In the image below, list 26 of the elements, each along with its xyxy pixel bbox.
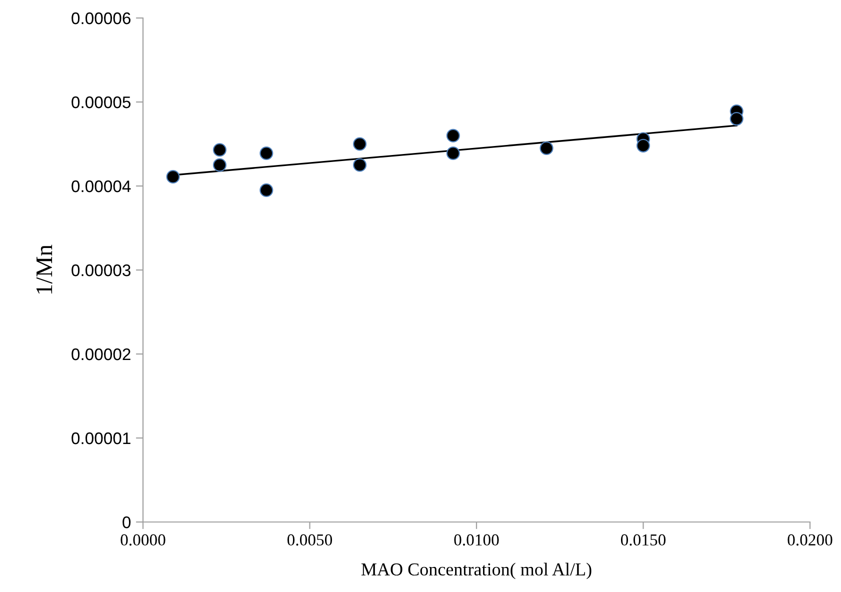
y-axis-title: 1/Mn — [36, 244, 52, 294]
point — [260, 183, 274, 197]
point — [540, 141, 554, 155]
x-tick-label: 0.0050 — [287, 534, 332, 546]
point — [730, 112, 744, 126]
point — [446, 146, 460, 160]
point — [446, 128, 460, 142]
x-tick-label: 0.0100 — [454, 534, 499, 546]
x-tick-label: 0.0200 — [788, 534, 832, 546]
y-tick-label: 0.00005 — [72, 96, 130, 108]
point — [166, 170, 180, 184]
x-axis-title: MAO Concentration( mol Al/L) — [361, 562, 592, 580]
point — [636, 138, 650, 152]
x-tick-label: 0.0150 — [620, 534, 666, 546]
y-tick-label: 0 — [122, 516, 131, 528]
point — [260, 146, 274, 160]
y-tick-label: 0.00002 — [72, 348, 130, 360]
y-tick-label: 0.00004 — [72, 180, 131, 192]
x-tick-label: 0.0000 — [120, 534, 166, 546]
point — [353, 158, 367, 172]
y-tick-label: 0.00001 — [72, 432, 130, 444]
y-tick-label: 0.00006 — [72, 12, 130, 24]
point — [353, 137, 367, 151]
point — [212, 143, 226, 157]
point — [212, 158, 226, 172]
y-tick-label: 0.00003 — [72, 264, 130, 276]
